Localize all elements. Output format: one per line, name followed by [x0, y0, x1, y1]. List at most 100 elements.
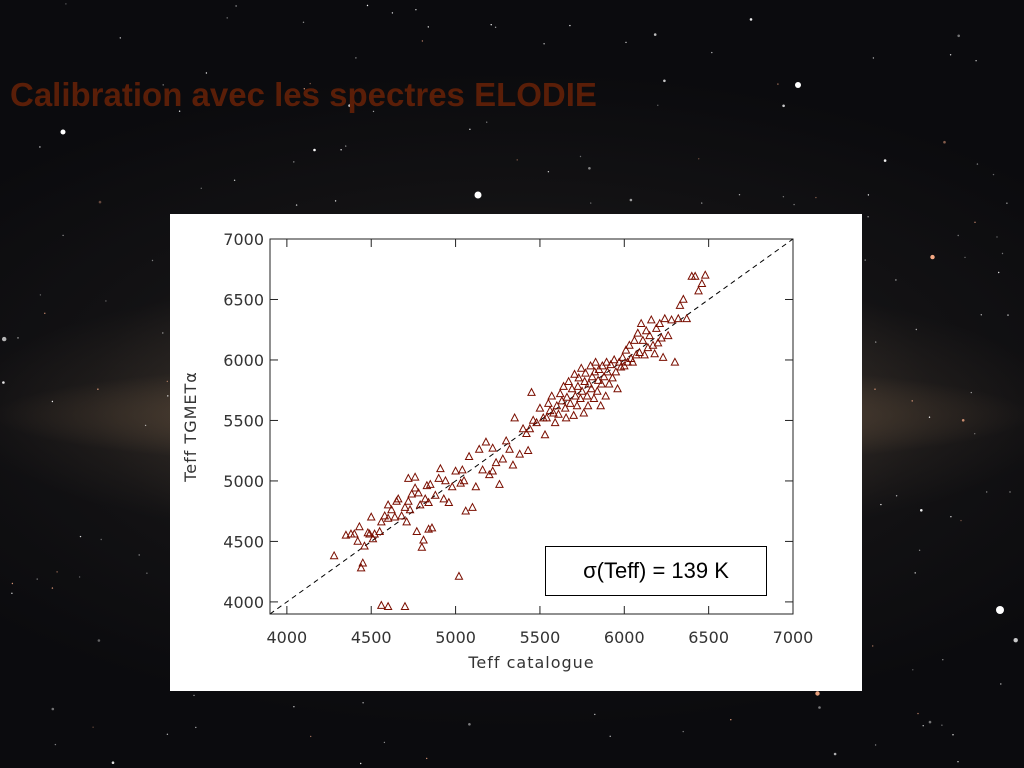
star — [874, 744, 877, 746]
star — [309, 82, 311, 85]
data-point — [495, 479, 504, 488]
star — [426, 757, 428, 760]
star — [547, 171, 550, 173]
data-point — [523, 445, 533, 454]
data-point — [368, 533, 378, 543]
star — [226, 17, 228, 19]
star — [1, 336, 7, 342]
star — [986, 491, 988, 493]
star — [372, 110, 375, 113]
star — [961, 419, 965, 422]
data-point — [380, 510, 390, 520]
data-point — [690, 271, 700, 280]
data-point — [435, 463, 445, 473]
star — [815, 691, 820, 696]
data-point — [608, 373, 617, 382]
star — [543, 43, 545, 45]
data-point — [547, 391, 557, 400]
y-tick-label: 4500 — [223, 532, 264, 551]
star — [166, 733, 169, 735]
data-point — [586, 383, 596, 393]
star — [293, 706, 295, 708]
star — [310, 735, 312, 738]
star — [383, 741, 386, 744]
star — [998, 271, 1000, 274]
sigma-annotation-text: σ(Teff) = 139 K — [583, 558, 729, 583]
star — [711, 51, 713, 54]
data-point — [376, 600, 386, 609]
data-point — [694, 285, 703, 295]
x-tick-label: 7000 — [773, 628, 814, 647]
star — [949, 54, 952, 56]
data-point — [515, 449, 525, 458]
star — [833, 752, 837, 756]
star — [11, 582, 14, 585]
data-point — [415, 500, 425, 509]
star — [162, 332, 164, 334]
bright-star — [474, 191, 482, 199]
star — [629, 198, 633, 202]
y-tick-label: 5000 — [223, 472, 264, 491]
star — [915, 328, 917, 331]
star — [974, 433, 976, 435]
data-point — [439, 494, 449, 503]
data-point — [522, 428, 531, 438]
star — [51, 707, 55, 711]
star — [609, 735, 611, 737]
star — [36, 578, 38, 580]
x-axis-label: Teff catalogue — [467, 653, 594, 672]
data-point — [387, 504, 396, 514]
data-point — [532, 417, 541, 427]
star — [590, 202, 592, 204]
star — [922, 725, 924, 727]
star — [970, 391, 972, 394]
y-tick-label: 6500 — [223, 290, 264, 309]
star — [39, 146, 41, 148]
data-point — [565, 398, 575, 407]
y-tick-label: 4000 — [223, 593, 264, 612]
data-point — [397, 510, 407, 520]
star — [930, 254, 935, 260]
data-point — [419, 535, 428, 544]
data-point — [581, 368, 590, 377]
star — [2, 381, 5, 384]
star — [200, 187, 202, 189]
star — [920, 509, 923, 512]
star — [872, 645, 874, 647]
x-axis-ticks: 4000 4500 5000 5500 6000 6500 7000 — [267, 239, 814, 647]
star — [883, 159, 887, 162]
data-point — [651, 323, 661, 332]
data-point — [614, 357, 624, 366]
data-point — [633, 328, 643, 337]
star — [864, 259, 866, 261]
data-point — [424, 497, 434, 507]
star — [146, 572, 148, 574]
star — [303, 88, 305, 90]
star — [895, 279, 897, 281]
data-point — [457, 464, 467, 474]
data-point — [552, 400, 562, 410]
data-point — [366, 512, 376, 521]
data-point — [618, 352, 628, 361]
star — [313, 148, 316, 152]
star — [340, 149, 342, 151]
data-point — [576, 363, 586, 372]
star — [151, 259, 154, 262]
data-point — [673, 313, 683, 323]
data-point — [464, 451, 474, 461]
data-point — [543, 398, 553, 407]
star — [996, 236, 998, 238]
data-point — [604, 379, 614, 388]
data-point — [640, 350, 649, 359]
star — [957, 234, 959, 237]
data-point — [542, 412, 552, 422]
star — [918, 549, 921, 551]
star — [569, 24, 571, 27]
data-point — [425, 479, 435, 488]
star — [588, 167, 591, 170]
star — [486, 121, 488, 123]
star — [917, 712, 919, 715]
star — [943, 140, 946, 144]
y-axis-label: Teff TGMETα — [181, 371, 200, 483]
data-point — [560, 403, 570, 412]
